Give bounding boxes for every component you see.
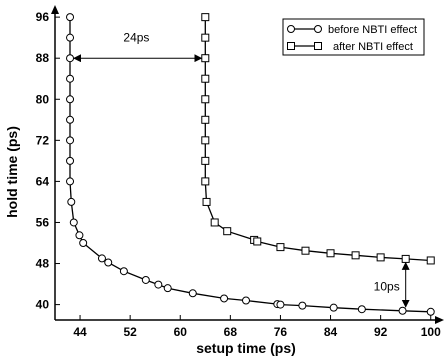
data-point [242, 296, 250, 305]
y-tick-label: 80 [36, 92, 50, 106]
y-tick-label: 72 [36, 133, 50, 147]
y-tick-label: 88 [36, 51, 50, 65]
y-tick-label: 64 [36, 174, 50, 188]
series-group [66, 13, 435, 316]
data-point [201, 13, 210, 22]
data-point [398, 306, 407, 315]
axes [51, 5, 444, 324]
y-tick-label: 48 [36, 257, 50, 271]
data-point [66, 115, 75, 124]
data-point [401, 254, 410, 263]
data-point [79, 239, 88, 247]
data-point [201, 156, 210, 165]
data-point [119, 267, 128, 276]
data-point [66, 74, 75, 83]
data-point [66, 95, 75, 104]
legend-marker [287, 25, 295, 33]
y-tick-label: 96 [36, 10, 50, 24]
data-point [66, 54, 75, 63]
data-point [66, 13, 75, 22]
y-axis-arrow [51, 5, 59, 14]
data-point [141, 275, 150, 284]
data-point [201, 33, 210, 42]
data-point [376, 253, 385, 262]
data-point [201, 54, 210, 63]
data-point [329, 303, 338, 312]
legend-marker [287, 42, 295, 50]
data-point [223, 227, 232, 236]
data-point [163, 284, 172, 293]
data-point [201, 74, 210, 83]
data-point [66, 156, 75, 165]
data-point [202, 197, 211, 206]
legend-marker [314, 25, 322, 33]
data-point [298, 301, 307, 310]
data-point [326, 249, 335, 258]
y-tick-label: 56 [36, 215, 50, 229]
data-point [67, 197, 76, 206]
data-point [75, 231, 84, 240]
data-point [276, 300, 285, 309]
data-point [201, 115, 210, 124]
data-point [66, 177, 75, 186]
data-point [104, 258, 113, 267]
x-tick-label: 44 [73, 325, 87, 339]
data-point [426, 256, 435, 265]
x-tick-label: 68 [224, 325, 238, 339]
data-point [201, 95, 210, 104]
annotations: 24ps 10ps [73, 31, 410, 308]
data-point [154, 280, 163, 289]
legend-label-after: after NBTI effect [333, 41, 413, 53]
x-tick-label: 76 [274, 325, 288, 339]
data-point [97, 254, 106, 263]
y-axis-label: hold time (ps) [4, 126, 20, 218]
legend-box [282, 18, 425, 56]
x-axis-label: setup time (ps) [196, 340, 296, 356]
data-point [69, 218, 78, 227]
x-axis-arrow [435, 316, 444, 324]
data-point [253, 237, 262, 246]
annotation-24ps: 24ps [123, 31, 149, 45]
data-point [66, 136, 75, 145]
x-tick-label: 84 [324, 325, 338, 339]
legend-label-before: before NBTI effect [328, 24, 417, 36]
tick-labels: 44 52 60 68 76 84 92 100 40 48 56 64 72 80 88 96 [36, 10, 441, 339]
data-point [188, 289, 197, 298]
data-point [301, 246, 310, 255]
series-before [66, 13, 435, 316]
y-tick-label: 40 [36, 298, 50, 312]
data-point [357, 305, 366, 314]
annotation-10ps: 10ps [374, 280, 400, 294]
data-point [66, 33, 75, 42]
data-point [276, 243, 285, 252]
data-point [201, 136, 210, 145]
series-after [201, 13, 435, 265]
data-point [210, 218, 219, 227]
x-tick-label: 92 [374, 325, 388, 339]
data-point [426, 307, 435, 316]
x-tick-label: 52 [123, 325, 137, 339]
legend-marker [314, 42, 322, 50]
x-tick-label: 100 [421, 325, 441, 339]
data-point [351, 251, 360, 260]
legend: before NBTI effect after NBTI effect [282, 18, 425, 56]
data-point [220, 294, 229, 303]
data-point [201, 177, 210, 186]
x-tick-label: 60 [174, 325, 188, 339]
